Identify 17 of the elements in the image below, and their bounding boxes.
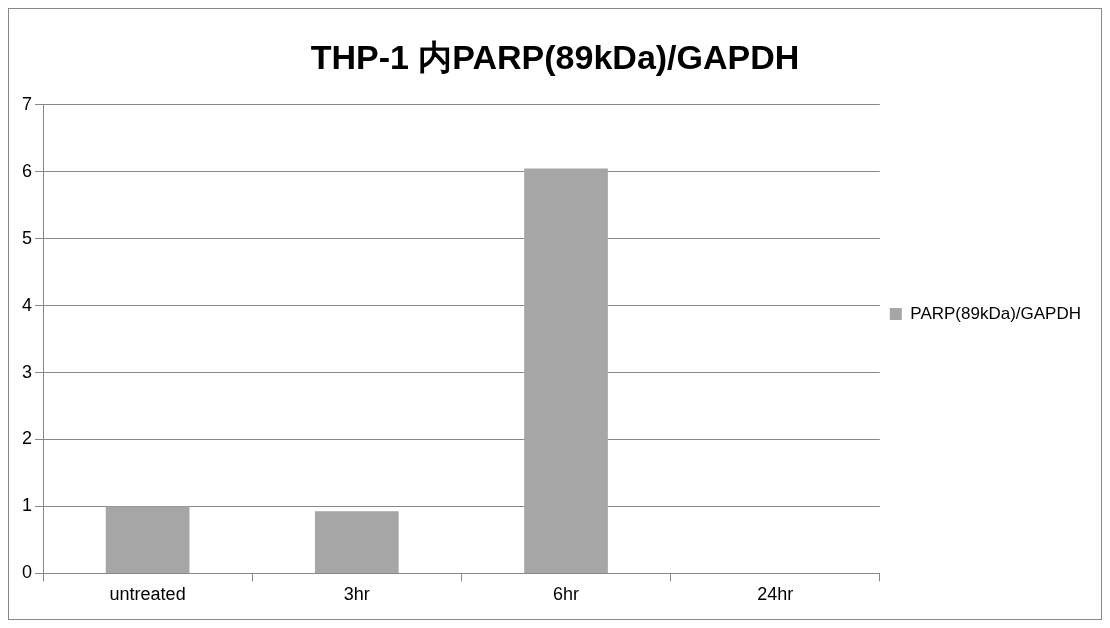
y-tick-label: 6 <box>22 160 33 181</box>
x-tick-label: untreated <box>109 584 186 605</box>
y-tick-label: 3 <box>22 361 33 382</box>
bar <box>105 506 190 573</box>
x-tick-label: 3hr <box>343 584 370 605</box>
y-tick-label: 7 <box>22 93 33 114</box>
x-tick-label: 6hr <box>553 584 580 605</box>
x-tick-label: 24hr <box>757 584 794 605</box>
y-tick-label: 2 <box>22 428 33 449</box>
y-tick-label: 0 <box>22 562 33 583</box>
y-tick-label: 5 <box>22 227 33 248</box>
y-tick-label: 1 <box>22 495 33 516</box>
bar <box>524 168 608 573</box>
bar <box>314 511 399 573</box>
legend-label: PARP(89kDa)/GAPDH <box>910 303 1082 323</box>
chart-title: THP-1 内PARP(89kDa)/GAPDH <box>310 37 800 76</box>
y-tick-label: 4 <box>22 294 33 315</box>
